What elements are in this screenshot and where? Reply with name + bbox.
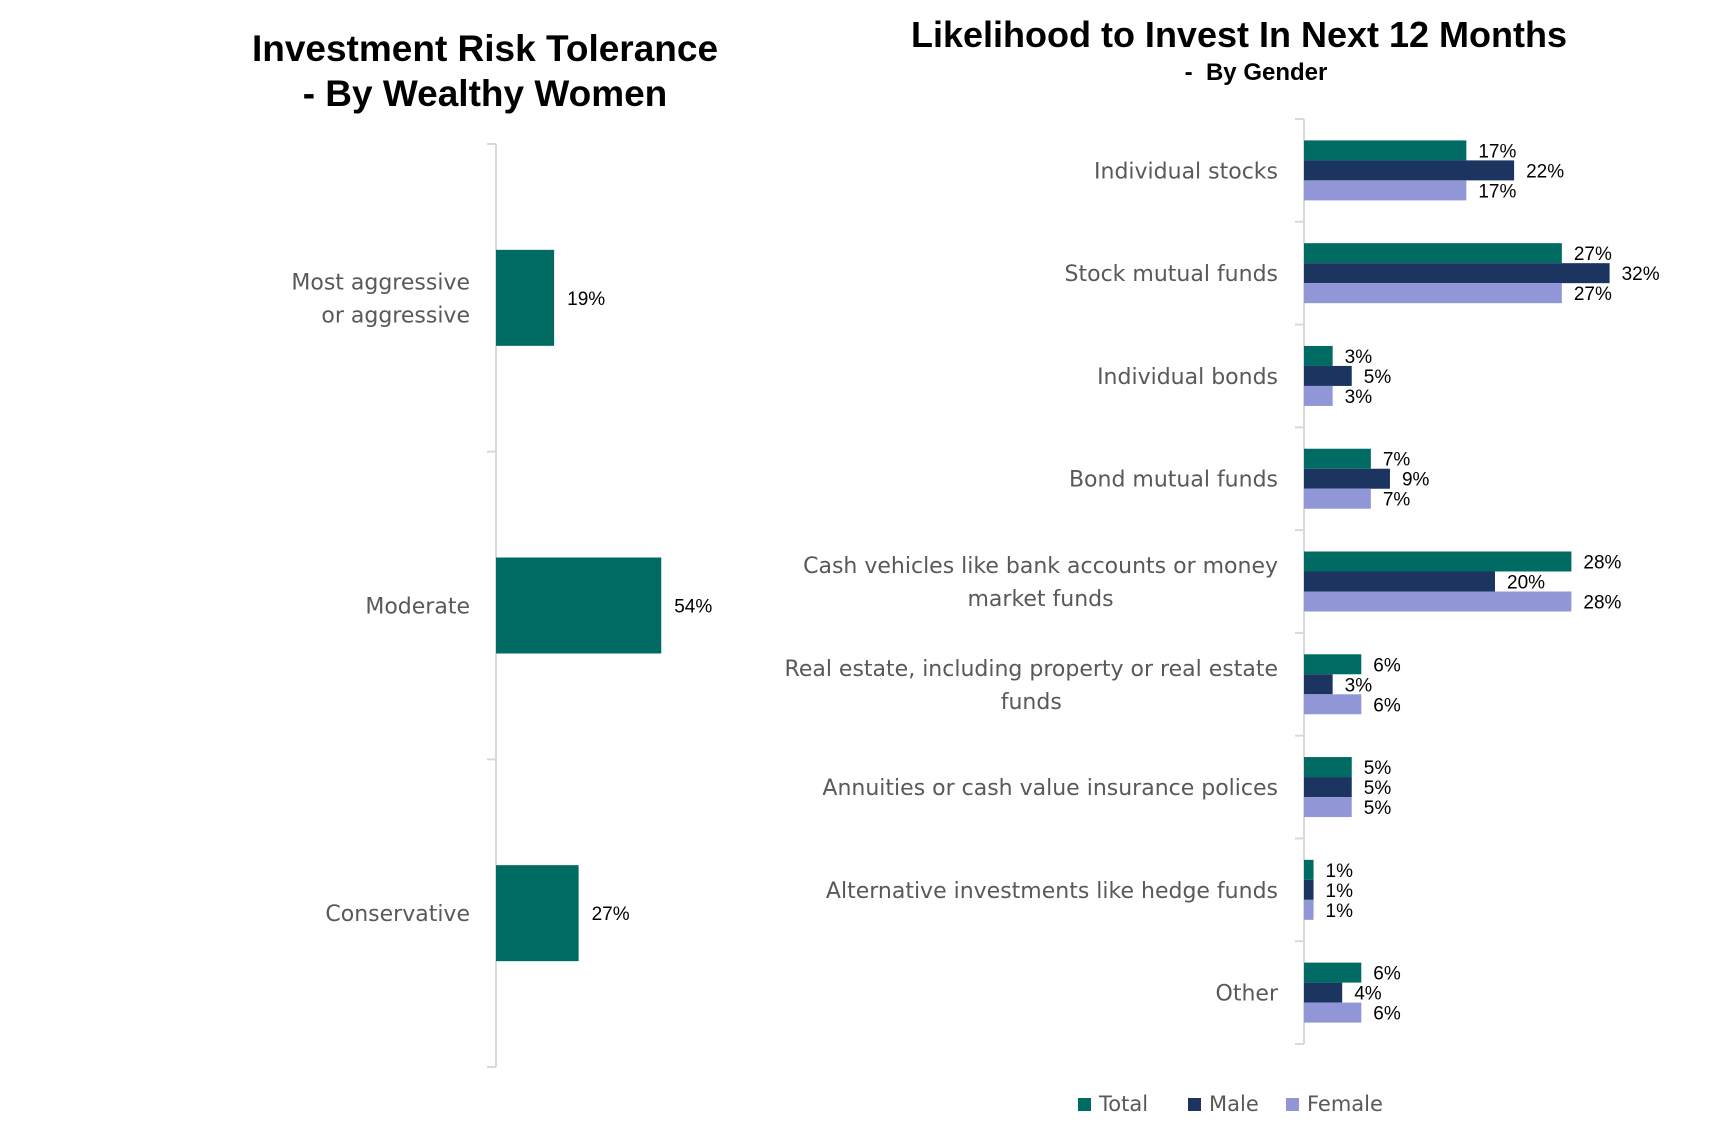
left-chart-title: Investment Risk Tolerance xyxy=(252,28,718,69)
left-chart-subtitle: - By Wealthy Women xyxy=(303,73,668,114)
value-label-total-individual-stocks: 17% xyxy=(1478,141,1516,162)
value-label-female-individual-bonds: 3% xyxy=(1345,387,1373,408)
legend-label-male: Male xyxy=(1209,1092,1259,1116)
left-chart-bars: Most aggressive or aggressive 19% Moderate 5… xyxy=(291,249,712,962)
right-category-label-other: Other xyxy=(1216,982,1279,1007)
bar-total-bond-mutual-funds xyxy=(1304,448,1371,469)
bar-female-individual-bonds xyxy=(1304,385,1333,406)
left-bar-moderate xyxy=(496,557,662,654)
bar-female-individual-stocks xyxy=(1304,180,1467,201)
legend-label-total: Total xyxy=(1098,1092,1148,1116)
value-label-total-other: 6% xyxy=(1373,964,1401,985)
left-category-label-most-aggressive-or-aggressive: Most aggressive or aggressive xyxy=(291,270,470,328)
value-label-female-alternative-investments-like-hedge-funds: 1% xyxy=(1326,901,1354,922)
value-label-male-real-estate-including-property-or-real-estate-funds: 3% xyxy=(1345,675,1373,696)
right-category-label-annuities-or-cash-value-insurance-polices: Annuities or cash value insurance police… xyxy=(822,776,1278,801)
bar-male-stock-mutual-funds xyxy=(1304,263,1610,284)
legend-label-female: Female xyxy=(1307,1092,1383,1116)
left-bar-most-aggressive-or-aggressive xyxy=(496,249,555,346)
left-chart-axis xyxy=(487,143,497,1068)
value-label-total-annuities-or-cash-value-insurance-polices: 5% xyxy=(1364,758,1392,779)
bar-total-individual-bonds xyxy=(1304,345,1333,366)
value-label-total-stock-mutual-funds: 27% xyxy=(1574,244,1612,265)
bar-total-stock-mutual-funds xyxy=(1304,243,1562,264)
bar-total-other xyxy=(1304,962,1362,983)
bar-female-alternative-investments-like-hedge-funds xyxy=(1304,899,1314,920)
left-value-label-moderate: 54% xyxy=(674,597,712,618)
left-category-label-moderate: Moderate xyxy=(365,595,470,620)
value-label-female-stock-mutual-funds: 27% xyxy=(1574,284,1612,305)
value-label-male-bond-mutual-funds: 9% xyxy=(1402,470,1430,491)
value-label-male-stock-mutual-funds: 32% xyxy=(1622,264,1660,285)
bar-male-other xyxy=(1304,982,1343,1003)
legend-swatch-total xyxy=(1078,1098,1091,1111)
value-label-female-bond-mutual-funds: 7% xyxy=(1383,490,1411,511)
bar-male-individual-stocks xyxy=(1304,160,1515,181)
right-category-label-stock-mutual-funds: Stock mutual funds xyxy=(1065,262,1278,287)
right-chart-subtitle: - By Gender xyxy=(1185,59,1328,86)
legend-swatch-male xyxy=(1188,1098,1201,1111)
left-value-label-most-aggressive-or-aggressive: 19% xyxy=(567,289,605,310)
chart-legend: Total Male Female xyxy=(1078,1092,1383,1116)
bar-male-annuities-or-cash-value-insurance-polices xyxy=(1304,777,1352,798)
bar-male-real-estate-including-property-or-real-estate-funds xyxy=(1304,674,1333,695)
right-category-label-individual-stocks: Individual stocks xyxy=(1094,159,1278,184)
bar-total-individual-stocks xyxy=(1304,140,1467,161)
value-label-male-cash-vehicles-like-bank-accounts-or-money-market-funds: 20% xyxy=(1507,573,1545,594)
bar-female-stock-mutual-funds xyxy=(1304,283,1562,304)
value-label-female-cash-vehicles-like-bank-accounts-or-money-market-funds: 28% xyxy=(1583,593,1621,614)
right-category-label-cash-vehicles-like-bank-accounts-or-money-market-funds: Cash vehicles like bank accounts or mone… xyxy=(803,554,1278,612)
value-label-total-cash-vehicles-like-bank-accounts-or-money-market-funds: 28% xyxy=(1583,553,1621,574)
left-value-label-conservative: 27% xyxy=(592,904,630,925)
risk-tolerance-chart: Investment Risk Tolerance - By Wealthy W… xyxy=(252,28,718,1068)
value-label-female-annuities-or-cash-value-insurance-polices: 5% xyxy=(1364,798,1392,819)
legend-swatch-female xyxy=(1286,1098,1299,1111)
value-label-female-individual-stocks: 17% xyxy=(1478,181,1516,202)
bar-total-real-estate-including-property-or-real-estate-funds xyxy=(1304,654,1362,675)
right-category-label-alternative-investments-like-hedge-funds: Alternative investments like hedge funds xyxy=(826,879,1278,904)
bar-male-individual-bonds xyxy=(1304,365,1352,386)
bar-male-cash-vehicles-like-bank-accounts-or-money-market-funds xyxy=(1304,571,1495,592)
right-chart-bars: Individual stocks 17% 22% 17% Stock mutual f… xyxy=(785,140,1660,1025)
bar-total-annuities-or-cash-value-insurance-polices xyxy=(1304,757,1352,778)
left-bar-conservative xyxy=(496,865,579,962)
right-chart-axis xyxy=(1295,118,1305,1045)
bar-female-real-estate-including-property-or-real-estate-funds xyxy=(1304,694,1362,715)
value-label-female-real-estate-including-property-or-real-estate-funds: 6% xyxy=(1373,695,1401,716)
right-category-label-individual-bonds: Individual bonds xyxy=(1097,365,1278,390)
likelihood-to-invest-chart: Likelihood to Invest In Next 12 Months -… xyxy=(785,14,1660,1116)
value-label-total-individual-bonds: 3% xyxy=(1345,347,1373,368)
right-category-label-real-estate-including-property-or-real-estate-funds: Real estate, including property or real … xyxy=(785,657,1278,715)
value-label-male-individual-bonds: 5% xyxy=(1364,367,1392,388)
bar-female-bond-mutual-funds xyxy=(1304,488,1371,509)
value-label-female-other: 6% xyxy=(1373,1004,1401,1025)
right-category-label-bond-mutual-funds: Bond mutual funds xyxy=(1069,468,1278,493)
bar-female-other xyxy=(1304,1002,1362,1023)
value-label-total-alternative-investments-like-hedge-funds: 1% xyxy=(1326,861,1354,882)
value-label-male-individual-stocks: 22% xyxy=(1526,161,1564,182)
left-category-label-conservative: Conservative xyxy=(325,902,470,927)
bar-male-alternative-investments-like-hedge-funds xyxy=(1304,879,1314,900)
value-label-male-annuities-or-cash-value-insurance-polices: 5% xyxy=(1364,778,1392,799)
right-chart-title: Likelihood to Invest In Next 12 Months xyxy=(911,14,1567,55)
bar-male-bond-mutual-funds xyxy=(1304,468,1390,489)
bar-female-annuities-or-cash-value-insurance-polices xyxy=(1304,797,1352,818)
value-label-total-real-estate-including-property-or-real-estate-funds: 6% xyxy=(1373,655,1401,676)
value-label-male-alternative-investments-like-hedge-funds: 1% xyxy=(1326,881,1354,902)
bar-female-cash-vehicles-like-bank-accounts-or-money-market-funds xyxy=(1304,591,1572,612)
value-label-total-bond-mutual-funds: 7% xyxy=(1383,450,1411,471)
bar-total-cash-vehicles-like-bank-accounts-or-money-market-funds xyxy=(1304,551,1572,572)
value-label-male-other: 4% xyxy=(1354,984,1382,1005)
bar-total-alternative-investments-like-hedge-funds xyxy=(1304,859,1314,880)
